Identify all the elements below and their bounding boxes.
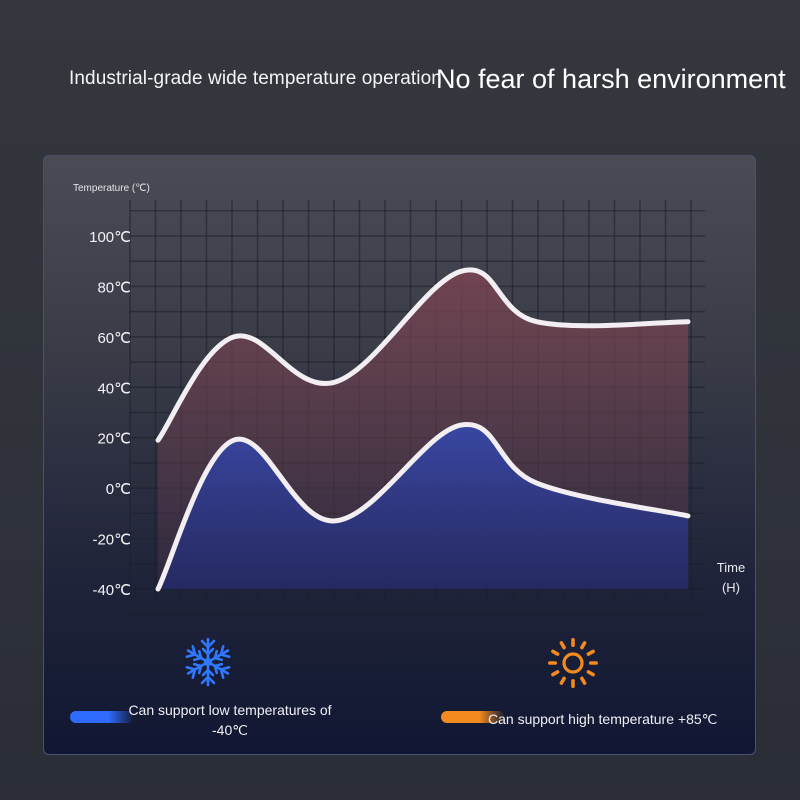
line-top-series bbox=[155, 267, 691, 443]
y-tick-label: -40℃ bbox=[92, 582, 131, 599]
y-tick-label: 60℃ bbox=[97, 330, 131, 347]
sun-icon bbox=[548, 638, 598, 688]
legend-bar-low bbox=[70, 711, 134, 723]
y-axis-label: Temperature (℃) bbox=[73, 183, 150, 194]
legend-bar-high bbox=[441, 711, 505, 723]
x-axis-label-line1: Time bbox=[716, 560, 746, 575]
y-tick-label: 80℃ bbox=[97, 279, 131, 296]
legend-text-low: Can support low temperatures of -40℃ bbox=[120, 700, 340, 740]
y-tick-label: 20℃ bbox=[97, 431, 131, 448]
snowflake-icon bbox=[183, 637, 233, 687]
legend-text-low-line2: -40℃ bbox=[212, 722, 248, 738]
headline: Industrial-grade wide temperature operat… bbox=[0, 58, 800, 102]
legend-text-low-line1: Can support low temperatures of bbox=[128, 702, 332, 718]
y-tick-label: 40℃ bbox=[97, 380, 131, 397]
line-bottom-series bbox=[155, 422, 691, 592]
y-tick-label: 0℃ bbox=[106, 481, 131, 498]
area-bottom-series bbox=[158, 424, 688, 589]
headline-left: Industrial-grade wide temperature operat… bbox=[69, 68, 442, 89]
x-axis-label-line2: (H) bbox=[721, 580, 741, 595]
y-tick-label: 100℃ bbox=[89, 229, 131, 246]
legend-text-high: Can support high temperature +85℃ bbox=[488, 711, 718, 727]
y-tick-label: -20℃ bbox=[92, 532, 131, 549]
x-axis-label: Time (H) bbox=[708, 558, 754, 598]
headline-right: No fear of harsh environment bbox=[436, 64, 786, 94]
